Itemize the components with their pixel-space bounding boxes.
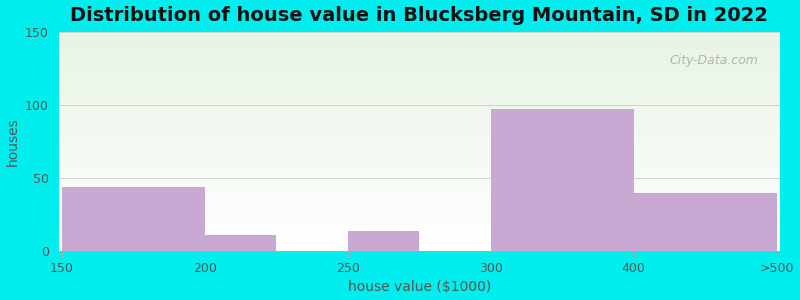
Bar [348, 231, 419, 251]
Title: Distribution of house value in Blucksberg Mountain, SD in 2022: Distribution of house value in Blucksber… [70, 6, 768, 25]
Bar [634, 193, 777, 251]
X-axis label: house value ($1000): house value ($1000) [347, 280, 491, 294]
Y-axis label: houses: houses [6, 117, 19, 166]
Bar [205, 236, 276, 251]
Bar [490, 109, 634, 251]
Bar [62, 187, 205, 251]
Text: City-Data.com: City-Data.com [669, 54, 758, 67]
